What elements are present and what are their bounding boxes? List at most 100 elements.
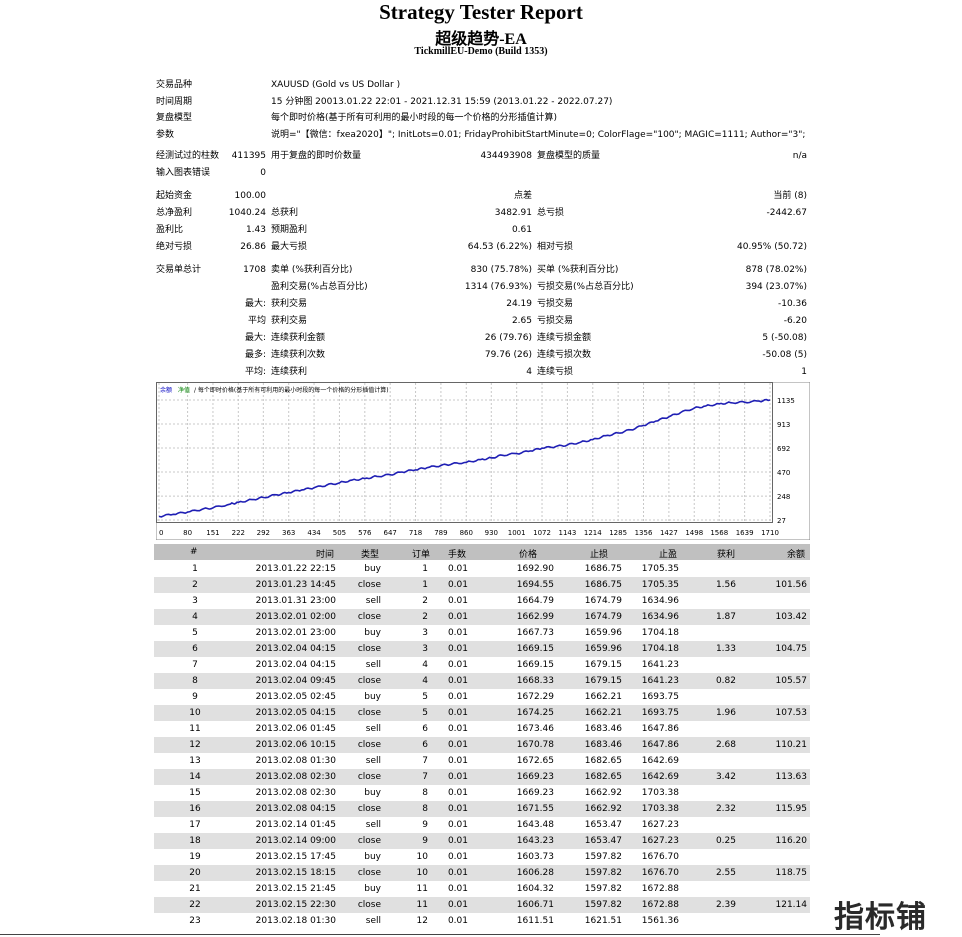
row-tp: 1705.35 bbox=[641, 564, 679, 574]
row-num: 2 bbox=[192, 580, 198, 590]
y-tick-label: 692 bbox=[777, 445, 790, 453]
row-order: 7 bbox=[422, 756, 428, 766]
x-tick-label: 647 bbox=[383, 529, 396, 537]
y-tick-label: 913 bbox=[777, 421, 790, 429]
row-price: 1606.28 bbox=[516, 868, 554, 878]
largest-win-value: 24.19 bbox=[506, 299, 532, 309]
row-lots: 0.01 bbox=[447, 644, 468, 654]
row-balance: 105.57 bbox=[775, 676, 808, 686]
info-value: 说明="【微信：fxea2020】"; InitLots=0.01; Frida… bbox=[271, 130, 806, 140]
row-price: 1669.15 bbox=[516, 644, 554, 654]
row-num: 12 bbox=[189, 740, 201, 750]
row-type: close bbox=[357, 836, 381, 846]
info-label: 参数 bbox=[156, 130, 175, 140]
row-sl: 1653.47 bbox=[584, 836, 622, 846]
row-num: 6 bbox=[192, 644, 198, 654]
row-balance: 101.56 bbox=[775, 580, 808, 590]
row-sl: 1659.96 bbox=[584, 628, 622, 638]
maxcons-loss-label: 连续亏损金额 bbox=[537, 333, 592, 343]
row-balance: 107.53 bbox=[775, 708, 808, 718]
maxconsc-loss-value: -50.08 (5) bbox=[762, 350, 807, 360]
x-tick-label: 1427 bbox=[660, 529, 678, 537]
row-balance: 113.63 bbox=[775, 772, 808, 782]
balance-line bbox=[158, 398, 771, 518]
largest-loss-label: 亏损交易 bbox=[537, 299, 574, 309]
row-num: 23 bbox=[189, 916, 201, 926]
row-profit: 2.55 bbox=[715, 868, 736, 878]
row-lots: 0.01 bbox=[447, 660, 468, 670]
table-row: 18 2013.02.14 09:00 close 9 0.01 1643.23 1653.… bbox=[154, 833, 810, 849]
maxconsc-loss-label: 连续亏损次数 bbox=[537, 350, 592, 360]
row-price: 1643.48 bbox=[516, 820, 554, 830]
x-tick-label: 789 bbox=[434, 529, 447, 537]
row-lots: 0.01 bbox=[447, 916, 468, 926]
x-tick-label: 1498 bbox=[685, 529, 703, 537]
row-tp: 1647.86 bbox=[641, 724, 679, 734]
row-type: buy bbox=[364, 564, 381, 574]
row-num: 10 bbox=[189, 708, 201, 718]
row-num: 1 bbox=[192, 564, 198, 574]
row-type: close bbox=[357, 740, 381, 750]
ea-name: 超级趋势-EA bbox=[435, 31, 527, 48]
row-sl: 1659.96 bbox=[584, 644, 622, 654]
row-price: 1672.65 bbox=[516, 756, 554, 766]
row-price: 1669.23 bbox=[516, 772, 554, 782]
row-lots: 0.01 bbox=[447, 788, 468, 798]
row-tp: 1703.38 bbox=[641, 804, 679, 814]
row-time: 2013.02.15 21:45 bbox=[255, 884, 336, 894]
row-type: close bbox=[357, 708, 381, 718]
row-profit: 2.68 bbox=[715, 740, 736, 750]
largest-win-label: 获利交易 bbox=[271, 299, 308, 309]
row-price: 1667.73 bbox=[516, 628, 554, 638]
row-price: 1673.46 bbox=[516, 724, 554, 734]
row-price: 1668.33 bbox=[516, 676, 554, 686]
row-type: close bbox=[357, 868, 381, 878]
info-label: 时间周期 bbox=[156, 97, 193, 107]
grossprofit-value: 3482.91 bbox=[494, 208, 532, 218]
maxcons-prefix: 最大: bbox=[244, 333, 266, 343]
row-num: 17 bbox=[189, 820, 201, 830]
table-row: 22 2013.02.15 22:30 close 11 0.01 1606.71 1597… bbox=[154, 897, 810, 913]
row-tp: 1642.69 bbox=[641, 772, 679, 782]
maxdd-value: 64.53 (6.22%) bbox=[467, 242, 532, 252]
row-tp: 1704.18 bbox=[641, 628, 679, 638]
row-order: 8 bbox=[422, 804, 428, 814]
average-loss-value: -6.20 bbox=[783, 316, 807, 326]
row-num: 9 bbox=[192, 692, 198, 702]
table-row: 11 2013.02.06 01:45 sell 6 0.01 1673.46 1683.4… bbox=[154, 721, 810, 737]
average-win-value: 2.65 bbox=[511, 316, 532, 326]
avgcons-win-label: 连续获利 bbox=[271, 367, 308, 377]
row-num: 5 bbox=[192, 628, 198, 638]
row-time: 2013.02.08 02:30 bbox=[255, 772, 336, 782]
row-lots: 0.01 bbox=[447, 580, 468, 590]
watermark-logo: 指标铺 bbox=[834, 900, 927, 935]
row-type: sell bbox=[365, 660, 381, 670]
row-price: 1671.55 bbox=[516, 804, 554, 814]
col-header-num: # bbox=[190, 547, 198, 557]
profittrades-value: 1314 (76.93%) bbox=[464, 282, 532, 292]
x-tick-label: 292 bbox=[257, 529, 270, 537]
col-header-tp: 止盈 bbox=[659, 550, 678, 560]
row-price: 1662.99 bbox=[516, 612, 554, 622]
row-tp: 1641.23 bbox=[641, 660, 679, 670]
table-row: 14 2013.02.08 02:30 close 7 0.01 1669.23 1682.… bbox=[154, 769, 810, 785]
row-lots: 0.01 bbox=[447, 724, 468, 734]
table-row: 20 2013.02.15 18:15 close 10 0.01 1606.28 1597… bbox=[154, 865, 810, 881]
row-order: 4 bbox=[422, 676, 428, 686]
ep-label: 预期盈利 bbox=[271, 225, 308, 235]
balance-chart: 1135 913 692 470 248 27 0 80 151 222 292 363 434 505… bbox=[156, 382, 810, 540]
row-time: 2013.02.15 17:45 bbox=[255, 852, 336, 862]
col-header-order: 订单 bbox=[412, 550, 431, 560]
row-tp: 1634.96 bbox=[641, 612, 679, 622]
table-row: 4 2013.02.01 02:00 close 2 0.01 1662.99 1674.7… bbox=[154, 609, 810, 625]
row-price: 1643.23 bbox=[516, 836, 554, 846]
row-lots: 0.01 bbox=[447, 900, 468, 910]
netprofit-label: 总净盈利 bbox=[156, 208, 193, 218]
x-tick-label: 1710 bbox=[761, 529, 779, 537]
trades-value: 1708 bbox=[243, 265, 266, 275]
x-tick-label: 505 bbox=[333, 529, 346, 537]
row-sl: 1686.75 bbox=[584, 564, 622, 574]
pf-value: 1.43 bbox=[245, 225, 266, 235]
row-num: 4 bbox=[192, 612, 198, 622]
bars-value: 411395 bbox=[231, 151, 266, 161]
